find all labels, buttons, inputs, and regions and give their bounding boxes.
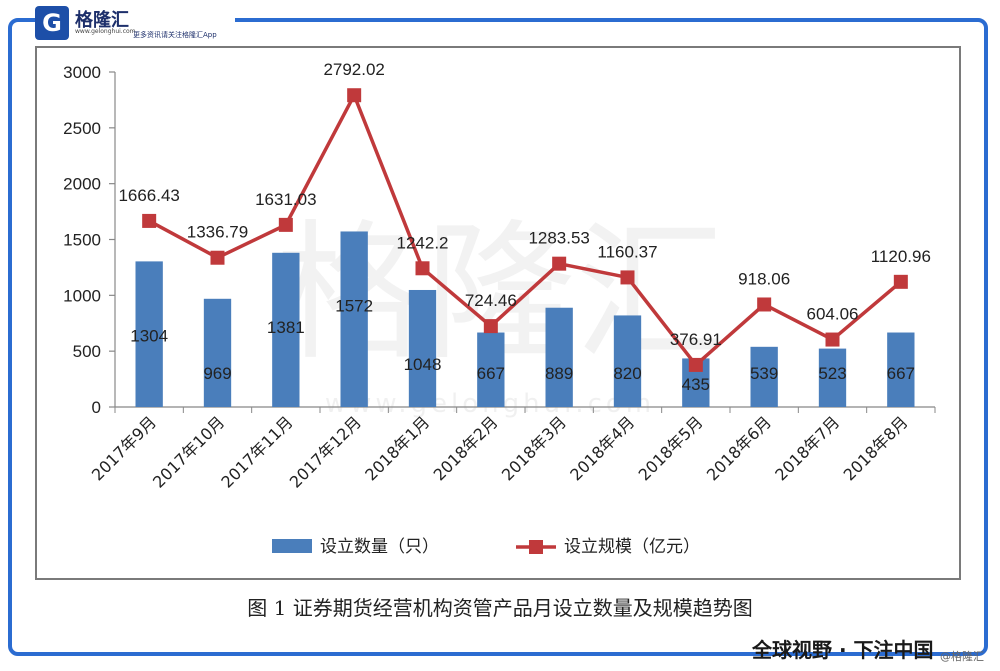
legend-bar-swatch — [272, 539, 312, 553]
line-point — [757, 297, 772, 312]
line-point — [142, 213, 157, 228]
bar-value-label: 1381 — [267, 318, 305, 337]
line-value-label: 918.06 — [738, 269, 790, 288]
y-tick-label: 500 — [73, 342, 101, 361]
bar-value-label: 1572 — [335, 296, 373, 315]
bar-value-label: 1048 — [404, 355, 442, 374]
bar — [818, 348, 847, 407]
bar-value-label: 523 — [818, 364, 846, 383]
line-point — [620, 270, 635, 285]
line-point — [483, 319, 498, 334]
bar-value-label: 435 — [682, 375, 710, 394]
x-category-label: 2017年10月 — [149, 412, 228, 491]
figure-caption: 图 1 证券期货经营机构资管产品月设立数量及规模趋势图 — [247, 596, 753, 620]
line-point — [552, 256, 567, 271]
corner-watermark: @格隆汇 — [940, 650, 984, 663]
bar-value-label: 969 — [203, 364, 231, 383]
bar-value-label: 667 — [477, 364, 505, 383]
y-tick-label: 2500 — [63, 119, 101, 138]
x-category-label: 2018年3月 — [498, 412, 570, 484]
x-category-label: 2018年8月 — [840, 412, 912, 484]
x-category-label: 2018年6月 — [703, 412, 775, 484]
bar — [203, 298, 232, 407]
line-point — [415, 261, 430, 276]
line-value-label: 1283.53 — [528, 229, 589, 248]
line-value-label: 1631.03 — [255, 190, 316, 209]
bar — [135, 261, 163, 407]
bar — [887, 332, 915, 407]
legend-line-marker — [529, 540, 543, 554]
x-category-label: 2018年5月 — [635, 412, 707, 484]
line-value-label: 604.06 — [807, 305, 859, 324]
logo-brand-name: 格隆汇 — [75, 10, 129, 31]
bar — [613, 315, 642, 407]
bar — [340, 231, 368, 407]
legend-line-label: 设立规模（亿元） — [564, 537, 700, 557]
logo-tagline: 更多资讯请关注格隆汇App — [133, 31, 217, 39]
line-value-label: 376.91 — [670, 330, 722, 349]
y-tick-label: 3000 — [63, 63, 101, 82]
line-value-label: 1666.43 — [118, 186, 179, 205]
x-category-label: 2018年2月 — [430, 412, 502, 484]
bar — [750, 346, 778, 407]
bar-value-label: 1304 — [130, 326, 168, 345]
bar — [272, 252, 300, 407]
bar-value-label: 539 — [750, 364, 778, 383]
x-category-label: 2017年11月 — [217, 412, 296, 491]
line-value-label: 1160.37 — [597, 242, 657, 261]
line-point — [688, 357, 703, 372]
line-value-label: 1242.2 — [397, 233, 449, 252]
bar — [477, 332, 505, 407]
line-value-label: 1120.96 — [871, 247, 931, 266]
x-category-label: 2017年12月 — [286, 412, 365, 491]
brand-logo: G 格隆汇 www.gelonghui.com 更多资讯请关注格隆汇App — [35, 6, 235, 46]
x-category-label: 2018年4月 — [566, 412, 638, 484]
x-category-label: 2018年7月 — [771, 412, 843, 484]
line-value-label: 2792.02 — [323, 60, 384, 79]
line-value-label: 724.46 — [465, 291, 517, 310]
bar-value-label: 820 — [613, 364, 641, 383]
y-tick-label: 2000 — [63, 175, 101, 194]
bar — [545, 307, 573, 407]
y-tick-label: 0 — [92, 398, 101, 417]
line-point — [278, 217, 293, 232]
line-point — [893, 274, 908, 289]
legend-bar-label: 设立数量（只） — [320, 537, 439, 557]
bar-value-label: 667 — [887, 364, 915, 383]
chart-panel — [35, 46, 961, 580]
x-category-label: 2017年9月 — [88, 412, 160, 484]
footer-slogan: 全球视野 · 下注中国 — [752, 638, 934, 662]
line-point — [347, 88, 362, 103]
y-tick-label: 1500 — [63, 231, 101, 250]
y-tick-label: 1000 — [63, 286, 101, 305]
x-category-label: 2018年1月 — [361, 412, 433, 484]
bar — [408, 289, 437, 407]
logo-mark-icon: G — [35, 6, 69, 40]
line-point — [210, 250, 225, 265]
line-point — [825, 332, 840, 347]
bar-value-label: 889 — [545, 364, 573, 383]
line-series-path — [148, 93, 902, 367]
line-value-label: 1336.79 — [187, 223, 248, 242]
logo-domain: www.gelonghui.com — [75, 28, 136, 35]
